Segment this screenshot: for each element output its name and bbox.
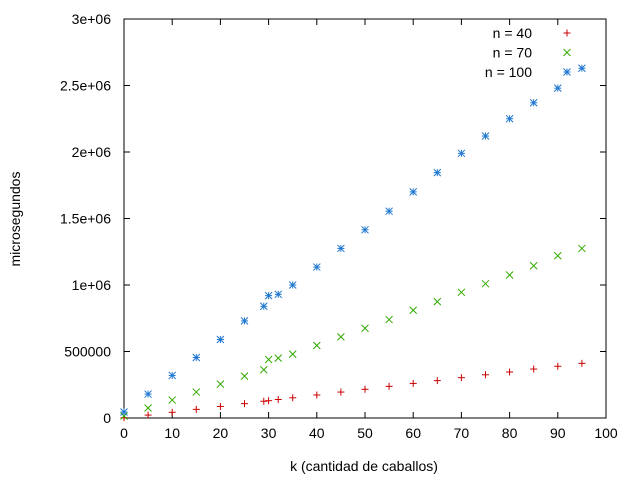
data-point: [192, 405, 200, 413]
data-point: [409, 188, 418, 196]
data-point: [192, 353, 201, 362]
data-point: [482, 371, 489, 379]
data-point: [264, 355, 273, 364]
x-tick-label: 70: [454, 425, 470, 441]
x-tick-label: 60: [405, 425, 421, 441]
y-tick-label: 1.5e+06: [60, 211, 111, 227]
data-point: [530, 365, 538, 373]
x-tick-label: 40: [309, 425, 325, 441]
data-point: [457, 149, 466, 158]
data-point: [216, 380, 225, 388]
x-axis-label: k (cantidad de caballos): [290, 458, 438, 474]
data-point: [578, 359, 586, 367]
data-point: [505, 271, 514, 279]
legend-label: n = 70: [493, 45, 533, 61]
data-point: [168, 371, 177, 380]
data-point: [457, 374, 465, 382]
data-point: [578, 64, 586, 73]
data-point: [529, 261, 538, 270]
y-tick-label: 3e+06: [72, 11, 112, 27]
y-tick-label: 0: [103, 410, 111, 426]
data-point: [553, 251, 562, 260]
legend-marker: [563, 68, 571, 76]
y-tick-label: 2e+06: [72, 144, 112, 160]
data-point: [361, 385, 369, 393]
data-point: [529, 98, 538, 107]
data-point: [481, 279, 490, 288]
y-tick-label: 2.5e+06: [60, 78, 111, 94]
legend-marker: [563, 29, 571, 37]
series-3: [120, 64, 586, 416]
data-point: [385, 382, 393, 390]
data-point: [505, 114, 514, 123]
data-point: [264, 291, 273, 300]
data-point: [433, 377, 441, 385]
series-1: [120, 359, 586, 422]
data-point: [457, 288, 466, 297]
data-point: [274, 396, 282, 404]
data-point: [216, 335, 225, 344]
data-point: [168, 396, 177, 404]
data-point: [216, 402, 224, 410]
y-tick-label: 1e+06: [72, 277, 112, 293]
data-point: [274, 290, 283, 299]
y-tick-label: 500000: [64, 344, 111, 360]
data-point: [433, 297, 442, 306]
x-tick-label: 80: [502, 425, 518, 441]
legend-label: n = 100: [485, 64, 532, 80]
data-point: [192, 388, 201, 396]
legend-marker: [563, 48, 571, 57]
data-point: [259, 365, 268, 374]
x-tick-label: 30: [261, 425, 277, 441]
y-ticks-group: 0 500000 1e+06 1.5e+06 2e+06 2.5e+06 3e+06: [60, 11, 606, 426]
x-tick-label: 10: [164, 425, 180, 441]
x-tick-label: 100: [594, 425, 618, 441]
series-2: [120, 244, 586, 420]
data-point: [259, 302, 268, 311]
data-point: [337, 388, 345, 396]
data-point: [409, 379, 417, 387]
x-tick-label: 90: [550, 425, 566, 441]
data-point: [240, 372, 249, 380]
y-axis-label: microsegundos: [7, 172, 23, 267]
data-point: [385, 207, 393, 216]
data-point: [240, 317, 249, 325]
data-point: [144, 390, 152, 398]
data-point: [312, 341, 321, 350]
data-point: [554, 362, 562, 370]
legend-label: n = 40: [493, 25, 533, 41]
data-point: [288, 350, 297, 359]
data-point: [289, 394, 297, 402]
data-point: [168, 408, 176, 416]
x-tick-label: 50: [357, 425, 373, 441]
data-point: [120, 408, 128, 416]
data-point: [361, 225, 369, 234]
data-point: [144, 411, 152, 419]
data-point: [144, 404, 152, 412]
data-point: [274, 354, 283, 363]
data-point: [578, 244, 586, 253]
data-point: [337, 333, 345, 341]
data-point: [241, 400, 248, 408]
series-group: [120, 64, 586, 422]
x-ticks-group: 0 10 20 30 40 50 60 70 80 90 100: [120, 19, 618, 441]
data-point: [385, 315, 393, 324]
data-point: [433, 168, 442, 177]
legend: n = 40 n = 70 n = 100: [485, 25, 571, 80]
data-point: [361, 324, 369, 333]
x-tick-label: 0: [120, 425, 128, 441]
data-point: [481, 132, 490, 140]
data-point: [313, 391, 321, 399]
x-tick-label: 20: [213, 425, 229, 441]
data-point: [288, 281, 297, 289]
data-point: [260, 397, 268, 405]
data-point: [553, 84, 562, 93]
data-point: [337, 244, 345, 253]
data-point: [265, 397, 273, 405]
data-point: [409, 306, 418, 315]
data-point: [312, 263, 321, 271]
data-point: [506, 368, 514, 376]
